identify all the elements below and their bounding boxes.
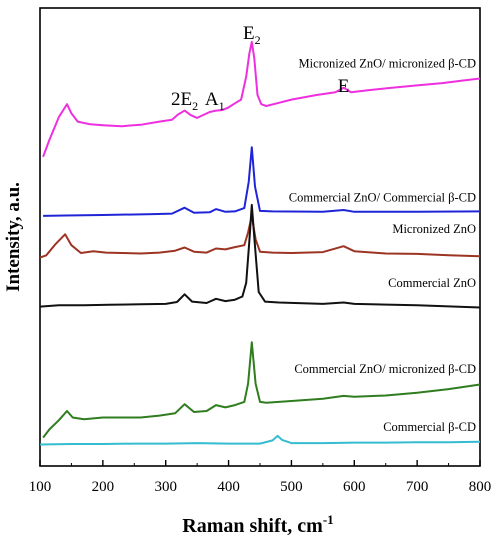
x-tick-label-100: 100 (29, 479, 52, 495)
x-tick-label-400: 400 (217, 479, 240, 495)
series-line-micronized-zno (39, 214, 481, 259)
peak-label-2e2-330: 2E2 (171, 89, 198, 113)
x-axis-title-main: Raman shift, cm (182, 515, 323, 537)
series-line-micronized-zno-micronized-beta-cd (42, 40, 481, 158)
x-tick-label-700: 700 (406, 479, 429, 495)
series-label-micronized-zno-micronized-beta-cd: Micronized ZnO/ micronized β-CD (299, 57, 477, 71)
peak-label-e2-437: E2 (243, 23, 261, 47)
x-tick-label-300: 300 (154, 479, 177, 495)
plot-frame (39, 7, 481, 467)
x-tick-layer: 100 200 300 400 500 600 700 800 (29, 460, 492, 495)
series-label-commercial-beta-cd: Commercial β-CD (383, 420, 476, 434)
series-label-micronized-zno: Micronized ZnO (392, 222, 476, 236)
series-label-layer: Micronized ZnO/ micronized β-CD Commercia… (289, 57, 476, 435)
series-label-commercial-zno: Commercial ZnO (388, 276, 476, 290)
series-layer (39, 40, 481, 446)
x-axis-title: Raman shift, cm-1 (182, 512, 333, 537)
x-tick-label-500: 500 (280, 479, 303, 495)
series-line-commercial-zno (39, 203, 481, 309)
x-tick-label-800: 800 (469, 479, 492, 495)
series-line-commercial-zno-commercial-beta-cd (43, 146, 481, 217)
x-axis-title-sup: -1 (323, 512, 334, 527)
peak-label-layer: 2E2 A1 E2 E (171, 23, 349, 113)
y-axis-title: Intensity, a.u. (3, 182, 24, 292)
x-tick-label-600: 600 (343, 479, 366, 495)
peak-label-a1-378: A1 (205, 89, 225, 113)
peak-label-e-583: E (338, 76, 350, 97)
series-line-commercial-zno-micronized-beta-cd (42, 341, 481, 439)
series-label-commercial-zno-commercial-beta-cd: Commercial ZnO/ Commercial β-CD (289, 190, 476, 204)
x-tick-label-200: 200 (92, 479, 115, 495)
series-line-commercial-beta-cd (39, 434, 481, 446)
series-label-commercial-zno-micronized-beta-cd: Commercial ZnO/ micronized β-CD (294, 362, 476, 376)
